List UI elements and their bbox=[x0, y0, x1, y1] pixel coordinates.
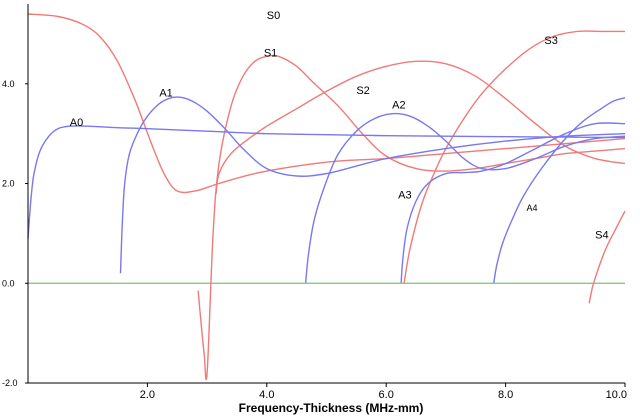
series-line-s2 bbox=[215, 60, 626, 194]
curve-label-s4: S4 bbox=[595, 229, 608, 241]
x-tick-label: 6.0 bbox=[379, 389, 394, 401]
axes-layer: 2.0 4.0 6.0 8.0 10.0 4.0 2.0 0.0 -2.0 bbox=[2, 4, 627, 401]
curves-layer bbox=[27, 13, 626, 381]
curve-label-a2: A2 bbox=[392, 100, 405, 112]
curve-label-a0: A0 bbox=[70, 117, 83, 129]
x-tick-label: 4.0 bbox=[259, 389, 274, 401]
x-axis-label: Frequency-Thickness (MHz-mm) bbox=[239, 401, 424, 415]
y-tick-label: 0.0 bbox=[2, 278, 15, 288]
series-line-a1 bbox=[119, 96, 626, 274]
series-line-a4 bbox=[493, 97, 626, 284]
curve-label-s1: S1 bbox=[264, 47, 277, 59]
curve-label-a1: A1 bbox=[159, 87, 172, 99]
series-line-s4 bbox=[588, 210, 626, 304]
series-line-s0 bbox=[27, 13, 626, 194]
x-tick-label: 8.0 bbox=[498, 389, 513, 401]
series-line-a2 bbox=[304, 112, 626, 284]
curve-label-s0: S0 bbox=[267, 10, 280, 22]
series-line-a0 bbox=[27, 125, 626, 239]
x-tick-label: 2.0 bbox=[140, 389, 155, 401]
curve-label-a4: A4 bbox=[526, 203, 537, 213]
y-tick-label: -2.0 bbox=[2, 378, 18, 388]
x-tick-label: 10.0 bbox=[606, 389, 627, 401]
y-tick-label: 2.0 bbox=[2, 179, 15, 189]
curve-label-s3: S3 bbox=[544, 35, 557, 47]
y-tick-label: 4.0 bbox=[2, 79, 15, 89]
series-line-s3 bbox=[403, 30, 625, 284]
curve-labels-layer: S0 S1 S2 S3 S4 A0 A1 A2 A3 A4 bbox=[70, 10, 609, 241]
curve-label-s2: S2 bbox=[356, 85, 369, 97]
series-line-a3 bbox=[400, 122, 626, 284]
curve-label-a3: A3 bbox=[398, 189, 411, 201]
